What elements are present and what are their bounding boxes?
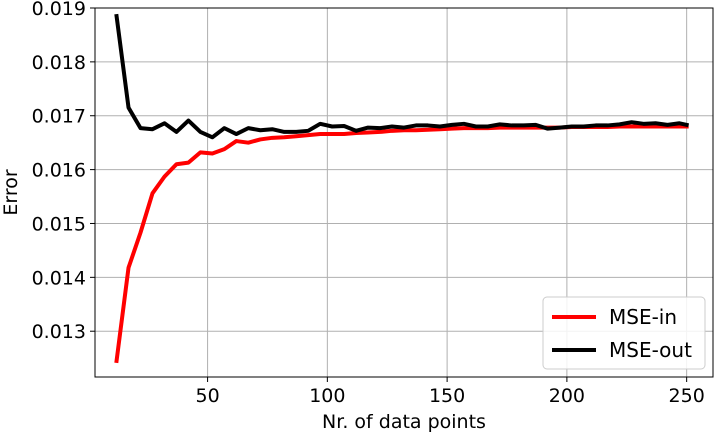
y-axis-label: Error (0, 169, 22, 216)
y-tick-label: 0.013 (32, 321, 86, 343)
series-line-mse-out (114, 13, 690, 140)
x-tick-label: 150 (429, 385, 465, 407)
legend-label-mse-out: MSE-out (609, 338, 692, 362)
series-layer (114, 13, 690, 364)
x-tick-label: 100 (309, 385, 345, 407)
x-tick-label: 200 (549, 385, 585, 407)
y-tick-label: 0.014 (32, 267, 86, 289)
x-axis-label: Nr. of data points (322, 411, 486, 432)
y-tick-label: 0.017 (32, 106, 86, 128)
x-tick-label: 250 (669, 385, 705, 407)
axis-ticks: 50 100 150 200 250 0.013 0.014 0.015 0.016 0.017 0… (32, 0, 705, 407)
y-tick-label: 0.018 (32, 52, 86, 74)
y-tick-label: 0.015 (32, 213, 86, 235)
x-tick-label: 50 (195, 385, 219, 407)
legend: MSE-in MSE-out (542, 296, 706, 370)
plot-frame (94, 7, 714, 378)
y-tick-label: 0.016 (32, 160, 86, 182)
y-tick-label: 0.019 (32, 0, 86, 20)
legend-label-mse-in: MSE-in (609, 305, 677, 329)
